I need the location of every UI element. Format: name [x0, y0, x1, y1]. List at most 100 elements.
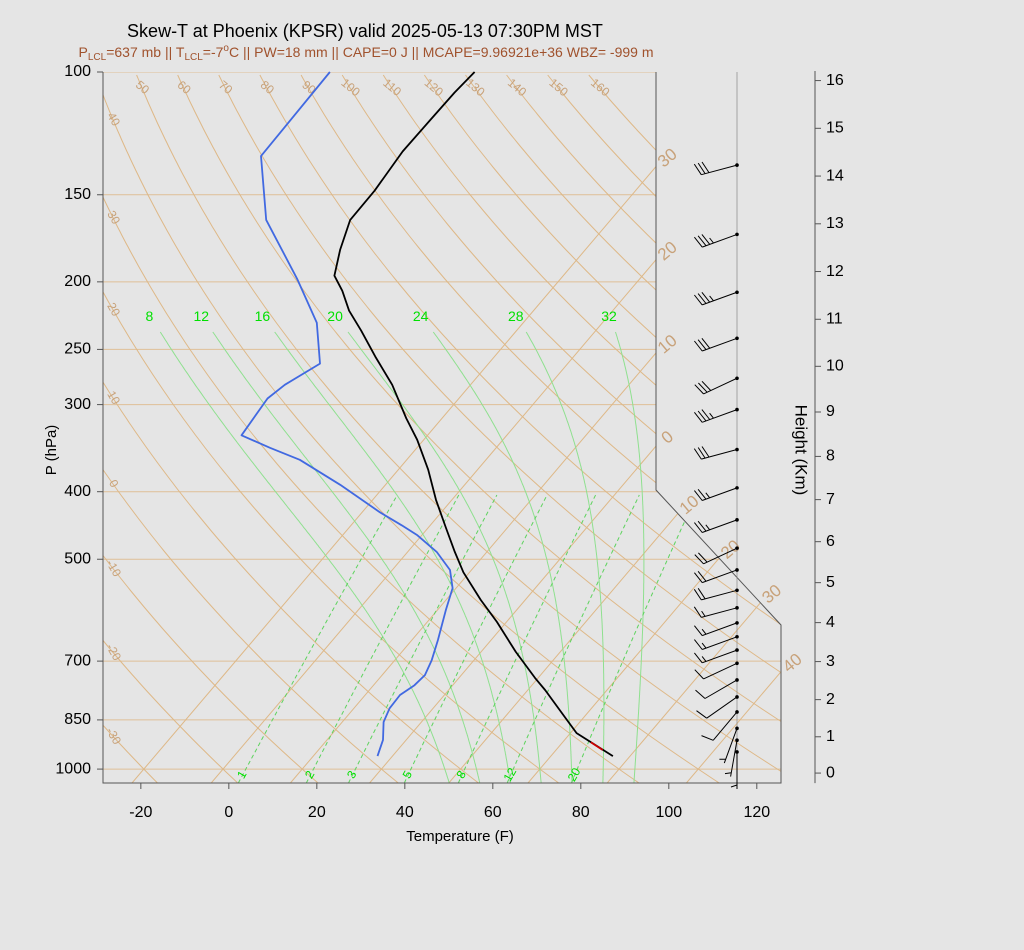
y-tick-label: 850 — [64, 711, 91, 728]
dry-adiabat — [506, 74, 781, 783]
barb-shape — [694, 569, 738, 584]
wind-barb — [694, 648, 739, 664]
barb-shape — [694, 636, 738, 650]
dry-adiabat — [103, 74, 399, 783]
barb-base — [735, 738, 739, 743]
wind-barb — [694, 290, 739, 306]
barb-base — [735, 232, 739, 237]
dry-adiabat — [103, 74, 640, 783]
wind-barb — [719, 726, 739, 764]
y2-tick-label: 6 — [826, 533, 835, 550]
y2-tick-label: 15 — [826, 120, 844, 137]
barb-base — [735, 447, 739, 452]
dry-adiabat-label: 150 — [547, 76, 572, 100]
wind-barb — [701, 710, 739, 741]
barb-shape — [694, 519, 738, 533]
barb-base — [735, 336, 739, 341]
mixing-ratio-label: 1 — [234, 768, 250, 781]
isotherm — [448, 72, 781, 783]
barb-base — [735, 518, 739, 522]
dry-adiabat — [103, 74, 720, 783]
y2-tick-label: 1 — [826, 728, 835, 745]
wind-barb — [694, 407, 739, 423]
wind-barb — [694, 376, 739, 395]
wind-barb — [693, 606, 739, 618]
y2-tick-label: 0 — [826, 764, 835, 781]
mixing-ratio-label: 20 — [565, 765, 584, 784]
mixing-ratio-line — [305, 494, 460, 783]
wind-barb — [696, 695, 739, 719]
dry-adiabat-label: 120 — [422, 76, 447, 100]
barb-shape — [694, 291, 738, 306]
wind-barb — [730, 750, 739, 789]
mixing-ratio-line — [506, 494, 640, 783]
barb-shape — [694, 377, 738, 395]
isotherm-label: 40 — [779, 650, 806, 677]
y2-tick-label: 12 — [826, 263, 844, 280]
barb-shape — [694, 409, 738, 423]
wind-barbs — [693, 72, 739, 789]
barb-shape — [695, 679, 738, 699]
subtitle-part: LCL — [88, 52, 107, 63]
barb-shape — [724, 740, 738, 777]
barb-base — [735, 606, 739, 610]
subtitle-part: C || PW=18 mm || CAPE=0 J || MCAPE=9.969… — [229, 44, 654, 60]
wind-barb — [694, 621, 739, 637]
y-tick-label: 300 — [64, 396, 91, 413]
y2-tick-label: 5 — [826, 574, 835, 591]
dry-adiabat-label: 40 — [104, 110, 123, 129]
isotherm — [606, 72, 781, 783]
x-tick-label: 60 — [484, 804, 502, 821]
barb-base — [735, 621, 739, 625]
y2-tick-label: 2 — [826, 691, 835, 708]
x-tick-label: 40 — [396, 804, 414, 821]
dry-adiabat-label: 90 — [299, 78, 318, 98]
moist-adiabat-label: 12 — [193, 308, 209, 324]
profile-line — [333, 71, 614, 757]
barb-base — [735, 750, 739, 754]
x-tick-label: 80 — [572, 804, 590, 821]
mixing-ratio-label: 12 — [501, 765, 520, 784]
moist-adiabat-label: 32 — [601, 308, 617, 324]
profile-line — [240, 71, 454, 757]
barb-shape — [701, 711, 738, 741]
dry-adiabat-label: 80 — [258, 78, 277, 98]
x-tick-label: 120 — [743, 804, 770, 821]
barb-shape — [696, 696, 738, 719]
moist-adiabat — [615, 331, 645, 783]
y-tick-label: 700 — [64, 652, 91, 669]
barb-base — [735, 661, 739, 666]
isotherm — [131, 72, 737, 783]
dry-adiabat — [218, 74, 781, 783]
wind-barb — [694, 635, 739, 650]
barb-base — [735, 588, 739, 593]
mixing-ratio-line — [237, 494, 398, 783]
y2-tick-label: 14 — [826, 167, 844, 184]
barb-shape — [694, 649, 738, 664]
barb-shape — [694, 233, 738, 248]
y-tick-label: 200 — [64, 273, 91, 290]
barb-shape — [694, 662, 738, 680]
isotherm-label: 0 — [658, 427, 677, 448]
wind-barb — [724, 738, 739, 777]
mixing-ratio-label: 3 — [344, 768, 360, 781]
isotherm-label: 20 — [717, 536, 744, 563]
barb-shape — [693, 588, 738, 601]
y-tick-label: 500 — [64, 550, 91, 567]
y2-tick-label: 16 — [826, 72, 844, 89]
chart-subtitle: PLCL=637 mb || TLCL=-7oC || PW=18 mm || … — [79, 43, 654, 63]
barb-base — [735, 163, 739, 167]
mixing-ratio-label: 2 — [302, 768, 318, 781]
barb-shape — [693, 446, 738, 460]
subtitle-part: LCL — [184, 52, 203, 63]
mixing-ratio-line — [403, 494, 548, 783]
barb-shape — [719, 728, 738, 764]
isotherm — [527, 72, 781, 783]
wind-barb — [695, 678, 739, 699]
mixing-ratio-line — [457, 494, 597, 783]
wind-barb — [694, 336, 739, 352]
dry-adiabat-label: 0 — [106, 477, 122, 490]
barb-base — [735, 486, 739, 490]
moist-adiabat-label: 24 — [413, 308, 429, 324]
